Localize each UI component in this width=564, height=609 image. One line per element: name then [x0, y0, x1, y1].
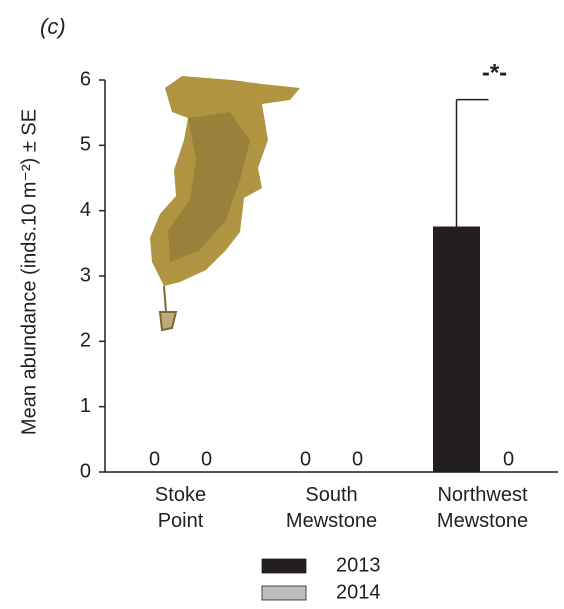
y-tick-label: 0 — [80, 460, 91, 482]
legend-label: 2014 — [336, 581, 381, 603]
x-tick-label-line: Stoke — [155, 484, 206, 506]
x-tick-label-line: Mewstone — [437, 510, 528, 532]
value-label: 0 — [201, 448, 212, 470]
x-tick-label-line: Northwest — [437, 484, 527, 506]
kelp-illustration — [150, 76, 300, 330]
panel-label: (c) — [40, 14, 66, 39]
value-label: 0 — [300, 448, 311, 470]
y-tick-label: 3 — [80, 264, 91, 286]
x-tick-label-line: Mewstone — [286, 510, 377, 532]
x-tick-label-line: Point — [158, 510, 204, 532]
legend-swatch — [262, 559, 306, 573]
y-tick-label: 2 — [80, 330, 91, 352]
x-tick-label: South Mewstone — [286, 484, 377, 532]
bar — [434, 227, 480, 472]
significance-annotation: -*- — [482, 59, 507, 86]
legend-swatch — [262, 586, 306, 600]
y-tick-label: 5 — [80, 134, 91, 156]
y-tick-label: 1 — [80, 395, 91, 417]
x-tick-label: Stoke Point — [155, 484, 206, 532]
y-tick-label: 4 — [80, 199, 91, 221]
value-label: 0 — [503, 448, 514, 470]
chart: (c) Mean abundance (inds.10 m⁻²) ± SE 0 1… — [0, 0, 564, 609]
y-axis-label: Mean abundance (inds.10 m⁻²) ± SE — [18, 109, 40, 435]
x-tick-label-line: South — [305, 484, 357, 506]
legend-label: 2013 — [336, 554, 381, 576]
y-tick-label: 6 — [80, 68, 91, 90]
value-label: 0 — [149, 448, 160, 470]
value-label: 0 — [352, 448, 363, 470]
x-tick-label: Northwest Mewstone — [437, 484, 528, 532]
